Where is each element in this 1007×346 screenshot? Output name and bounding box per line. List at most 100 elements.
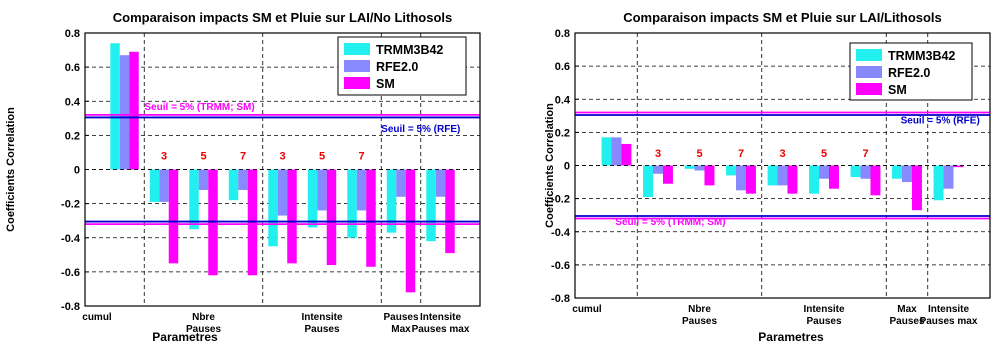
y-tick-label: -0.2 — [61, 199, 80, 211]
window-annotation: 3 — [161, 150, 167, 162]
bar-trmm3b42 — [933, 165, 944, 201]
legend-swatch — [344, 60, 370, 72]
bar-sm — [445, 169, 455, 254]
chart-title: Comparaison impacts SM et Pluie sur LAI/… — [113, 10, 453, 25]
bar-trmm3b42 — [347, 169, 357, 238]
legend-entry: RFE2.0 — [376, 60, 418, 74]
y-tick-label: 0 — [564, 161, 570, 173]
x-axis-label: Parametres — [758, 330, 824, 344]
x-group-label: Pauses — [304, 324, 339, 335]
bar-sm — [366, 169, 376, 267]
legend-swatch — [344, 43, 370, 55]
bar-sm — [745, 165, 756, 194]
window-annotation: 7 — [240, 150, 246, 162]
legend-entry: RFE2.0 — [888, 66, 930, 80]
bar-sm — [129, 51, 139, 170]
bar-sm — [405, 169, 416, 293]
y-axis-label: Coefficients Correlation — [5, 107, 17, 232]
x-group-label: cumul — [572, 304, 602, 315]
x-group-label: Intensite — [928, 304, 970, 315]
y-tick-label: -0.2 — [551, 194, 570, 206]
bar-sm — [828, 165, 839, 189]
bar-trmm3b42 — [189, 169, 199, 230]
threshold-label: Seuil = 5% (TRMM; SM) — [615, 217, 725, 228]
x-group-label: Pauses — [806, 316, 841, 327]
bar-sm — [168, 169, 179, 264]
window-annotation: 5 — [696, 148, 702, 160]
y-tick-label: 0.6 — [65, 62, 80, 74]
bar-trmm3b42 — [726, 165, 737, 176]
bar-rfe2-0 — [653, 165, 663, 174]
chart-title: Comparaison impacts SM et Pluie sur LAI/… — [623, 10, 942, 25]
window-annotation: 5 — [319, 150, 325, 162]
legend-swatch — [856, 83, 882, 95]
bar-rfe2-0 — [198, 169, 209, 190]
bar-rfe2-0 — [435, 169, 446, 197]
threshold-label: Seuil = 5% (RFE) — [901, 115, 980, 126]
y-tick-label: -0.6 — [551, 260, 570, 272]
bar-trmm3b42 — [149, 169, 160, 202]
bar-trmm3b42 — [643, 165, 654, 197]
bar-trmm3b42 — [684, 165, 695, 169]
bar-trmm3b42 — [307, 169, 318, 228]
bar-trmm3b42 — [850, 165, 861, 178]
bar-rfe2-0 — [238, 169, 248, 190]
threshold-label: Seuil = 5% (TRMM; SM) — [144, 102, 254, 113]
y-tick-label: 0 — [74, 165, 80, 177]
legend-entry: SM — [376, 77, 395, 91]
bar-trmm3b42 — [386, 169, 397, 233]
x-group-label: cumul — [82, 312, 112, 323]
x-group-label: Pauses max — [920, 316, 978, 327]
legend-swatch — [344, 77, 370, 89]
y-tick-label: 0.8 — [555, 28, 570, 40]
x-group-label: Max — [391, 324, 411, 335]
bar-trmm3b42 — [809, 165, 820, 194]
y-tick-label: -0.4 — [551, 227, 571, 239]
y-tick-label: 0.2 — [65, 130, 80, 142]
window-annotation: 7 — [358, 150, 364, 162]
bar-rfe2-0 — [736, 165, 746, 191]
bar-rfe2-0 — [777, 165, 788, 186]
window-annotation: 3 — [279, 150, 285, 162]
bar-sm — [287, 169, 297, 264]
x-group-label: Pauses — [889, 316, 924, 327]
x-group-label: Nbre — [192, 312, 215, 323]
bar-trmm3b42 — [767, 165, 778, 186]
threshold-label: Seuil = 5% (RFE) — [381, 124, 460, 135]
bar-rfe2-0 — [119, 55, 130, 170]
bar-sm — [787, 165, 798, 194]
x-axis-label: Parametres — [152, 330, 218, 344]
legend-entry: SM — [888, 83, 907, 97]
y-tick-label: -0.6 — [61, 267, 80, 279]
x-group-label: Pauses — [383, 312, 418, 323]
x-group-label: Nbre — [688, 304, 711, 315]
y-tick-label: -0.4 — [61, 233, 81, 245]
window-annotation: 5 — [821, 148, 827, 160]
x-group-label: Intensite — [803, 304, 845, 315]
bar-rfe2-0 — [902, 165, 912, 183]
bar-rfe2-0 — [317, 169, 327, 211]
legend-entry: TRMM3B42 — [376, 43, 443, 57]
legend-swatch — [856, 49, 882, 61]
bar-sm — [662, 165, 673, 184]
y-tick-label: 0.8 — [65, 28, 80, 40]
bar-sm — [326, 169, 337, 266]
x-group-label: Intensite — [301, 312, 343, 323]
bar-sm — [953, 165, 964, 168]
y-tick-label: 0.2 — [555, 127, 570, 139]
window-annotation: 3 — [655, 148, 661, 160]
bar-rfe2-0 — [159, 169, 169, 202]
bar-sm — [704, 165, 715, 186]
bar-sm — [621, 143, 632, 166]
bar-rfe2-0 — [611, 137, 622, 166]
bar-trmm3b42 — [268, 169, 278, 247]
x-group-label: Pauses — [682, 316, 717, 327]
bar-rfe2-0 — [396, 169, 406, 197]
bar-rfe2-0 — [277, 169, 288, 216]
window-annotation: 3 — [779, 148, 785, 160]
x-group-label: Intensite — [420, 312, 462, 323]
y-tick-label: 0.6 — [555, 61, 570, 73]
y-tick-label: 0.4 — [65, 96, 81, 108]
legend-swatch — [856, 66, 882, 78]
